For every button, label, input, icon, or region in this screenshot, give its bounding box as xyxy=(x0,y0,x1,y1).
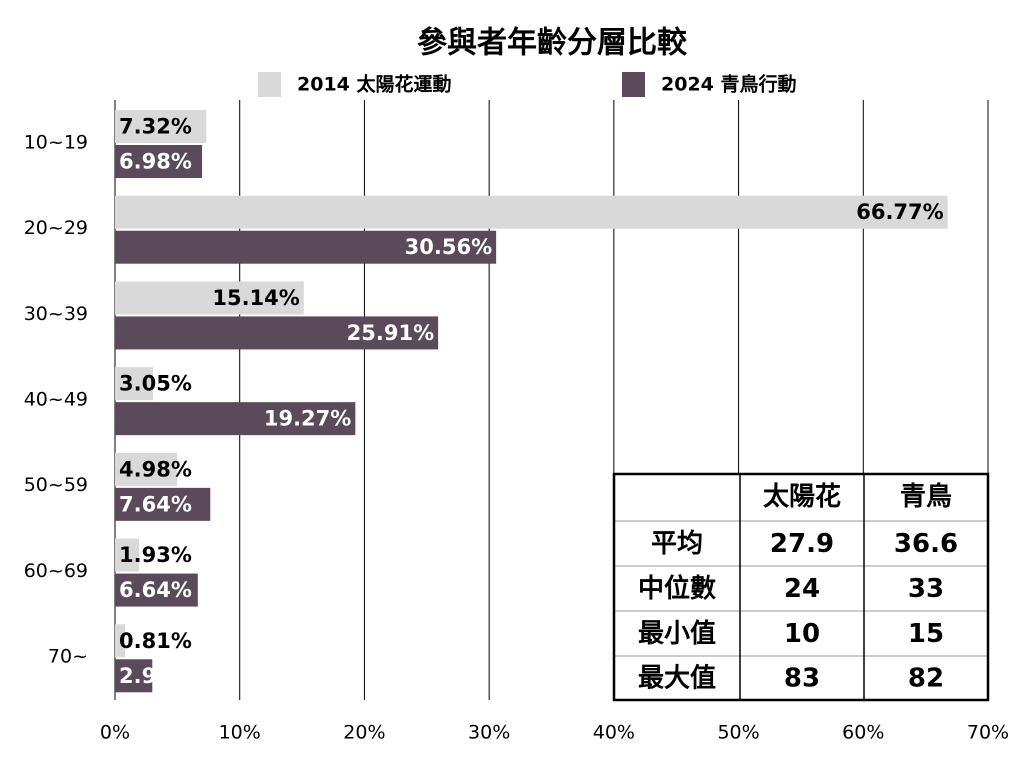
value-label: 3.05% xyxy=(119,372,192,396)
table-cell: 33 xyxy=(908,574,944,604)
x-tick-label: 0% xyxy=(100,722,130,744)
value-label: 7.64% xyxy=(119,492,192,516)
table-cell: 27.9 xyxy=(770,529,834,559)
x-tick-label: 40% xyxy=(593,722,635,744)
bar xyxy=(115,367,154,401)
table-cell: 24 xyxy=(784,574,820,604)
table-header: 太陽花 xyxy=(763,482,841,512)
value-label: 25.91% xyxy=(347,321,434,345)
table-cell: 15 xyxy=(908,619,944,649)
chart-title: 參與者年齡分層比較 xyxy=(417,26,688,61)
x-tick-label: 60% xyxy=(842,722,884,744)
y-tick-label: 60~69 xyxy=(24,560,88,582)
x-tick-label: 30% xyxy=(468,722,510,744)
value-label: 66.77% xyxy=(856,200,943,224)
legend-swatch xyxy=(622,72,645,97)
bar xyxy=(115,230,497,264)
table-cell: 83 xyxy=(784,664,820,694)
value-label: 19.27% xyxy=(264,407,351,431)
y-tick-label: 20~29 xyxy=(24,217,88,239)
value-label: 30.56% xyxy=(405,235,492,259)
legend-label: 2014 太陽花運動 xyxy=(297,73,452,96)
table-border xyxy=(612,472,990,702)
value-label: 4.98% xyxy=(119,457,192,481)
table-cell: 10 xyxy=(784,619,820,649)
bar xyxy=(115,281,304,315)
table-cell: 中位數 xyxy=(638,573,716,604)
value-label: 15.14% xyxy=(212,286,299,310)
value-label: 6.98% xyxy=(119,150,192,174)
legend-label: 2024 青鳥行動 xyxy=(661,73,797,96)
value-label: 2.99% xyxy=(119,664,192,688)
table-bg xyxy=(614,474,988,700)
y-tick-label: 10~19 xyxy=(24,131,88,153)
value-label: 1.93% xyxy=(119,543,192,567)
legend-swatch xyxy=(258,72,281,97)
bar xyxy=(115,538,140,572)
bar xyxy=(115,659,153,693)
bar xyxy=(115,402,356,436)
bar xyxy=(115,487,211,521)
bar xyxy=(115,573,198,607)
table-cell: 最小值 xyxy=(638,619,716,649)
value-label: 6.64% xyxy=(119,578,192,602)
bar xyxy=(115,110,207,143)
bar xyxy=(115,195,948,229)
bar xyxy=(115,145,203,178)
value-label: 7.32% xyxy=(119,115,192,139)
table-header: 青鳥 xyxy=(900,482,952,512)
y-tick-label: 40~49 xyxy=(24,389,88,411)
x-tick-label: 50% xyxy=(717,722,759,744)
bar xyxy=(115,452,178,486)
x-tick-label: 20% xyxy=(343,722,385,744)
y-tick-label: 50~59 xyxy=(24,474,88,496)
y-tick-label: 70~ xyxy=(48,646,88,668)
x-tick-label: 70% xyxy=(967,722,1009,744)
table-cell: 36.6 xyxy=(894,529,958,559)
table-cell: 82 xyxy=(908,664,944,694)
x-tick-label: 10% xyxy=(219,722,261,744)
table-cell: 最大值 xyxy=(638,664,716,694)
bar xyxy=(115,624,126,658)
value-label: 0.81% xyxy=(119,629,192,653)
table-cell: 平均 xyxy=(651,529,703,559)
y-tick-label: 30~39 xyxy=(24,303,88,325)
bar xyxy=(115,316,439,350)
